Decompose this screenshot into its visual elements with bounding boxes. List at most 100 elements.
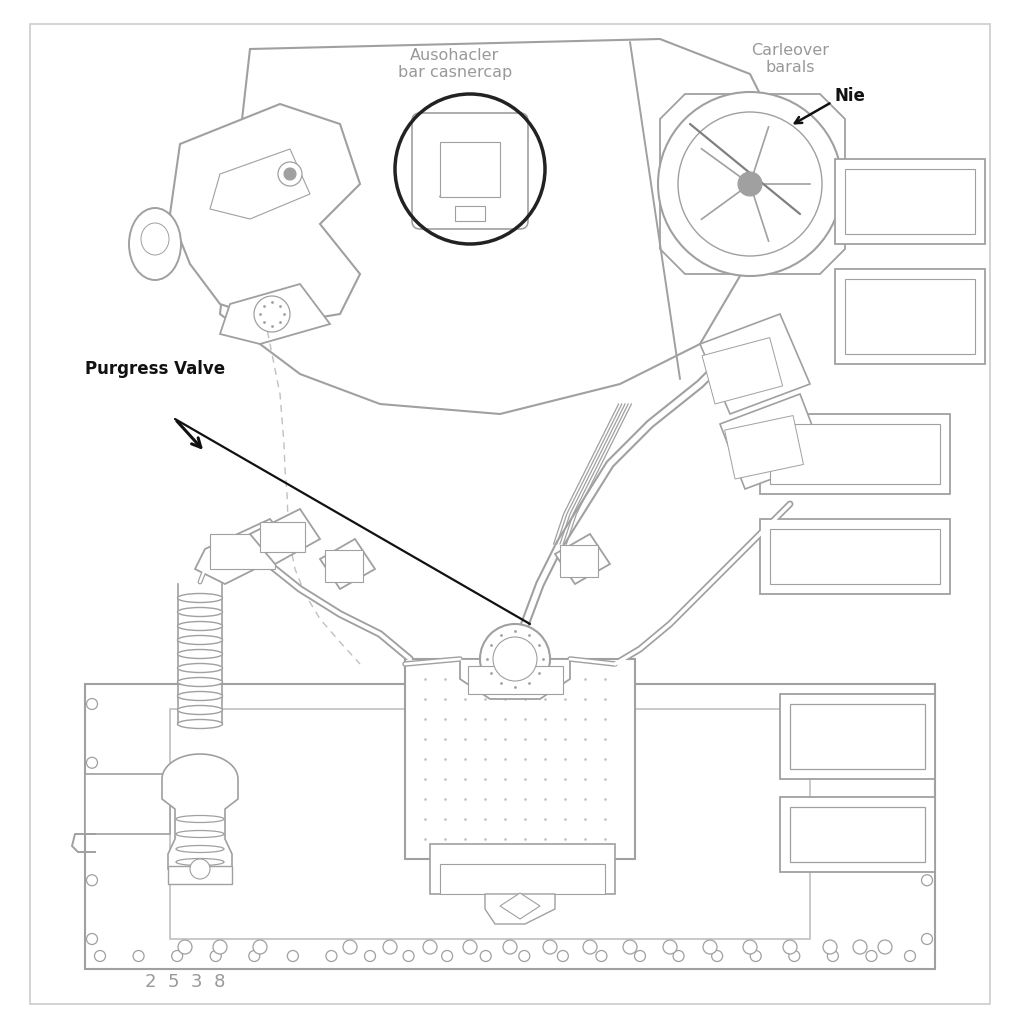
Circle shape [383, 940, 397, 954]
Circle shape [543, 940, 557, 954]
Circle shape [133, 950, 144, 962]
Bar [770, 529, 940, 584]
Bar [790, 807, 925, 862]
Text: 2  5  3  8: 2 5 3 8 [144, 973, 225, 991]
Bar [85, 684, 935, 969]
Circle shape [738, 172, 762, 196]
Ellipse shape [176, 858, 224, 865]
Circle shape [86, 698, 97, 710]
Circle shape [210, 950, 221, 962]
Bar [835, 269, 985, 364]
Bar [845, 279, 975, 354]
Circle shape [86, 874, 97, 886]
Circle shape [86, 758, 97, 768]
Ellipse shape [177, 607, 222, 616]
Ellipse shape [176, 815, 224, 822]
Bar [168, 866, 232, 884]
Polygon shape [195, 519, 290, 584]
Circle shape [86, 934, 97, 944]
Polygon shape [485, 894, 555, 924]
Ellipse shape [176, 846, 224, 853]
Circle shape [326, 950, 337, 962]
Circle shape [658, 92, 842, 276]
Bar [468, 666, 563, 694]
Circle shape [503, 940, 517, 954]
Circle shape [365, 950, 376, 962]
Circle shape [213, 940, 227, 954]
Ellipse shape [177, 678, 222, 686]
Polygon shape [555, 534, 610, 584]
Circle shape [788, 950, 800, 962]
Bar [780, 694, 935, 779]
Polygon shape [700, 314, 810, 414]
Polygon shape [170, 104, 360, 324]
Circle shape [922, 758, 933, 768]
Polygon shape [660, 94, 845, 274]
Polygon shape [460, 659, 570, 699]
Circle shape [284, 168, 296, 180]
Bar [770, 424, 940, 484]
Circle shape [480, 950, 492, 962]
Circle shape [712, 950, 723, 962]
Circle shape [480, 624, 550, 694]
Circle shape [635, 950, 645, 962]
Circle shape [853, 940, 867, 954]
Circle shape [249, 950, 260, 962]
Circle shape [94, 950, 105, 962]
Ellipse shape [141, 223, 169, 255]
Circle shape [557, 950, 568, 962]
Bar [760, 519, 950, 594]
Circle shape [596, 950, 607, 962]
Bar [440, 142, 500, 197]
Bar [835, 159, 985, 244]
Circle shape [673, 950, 684, 962]
Circle shape [519, 950, 529, 962]
Circle shape [703, 940, 717, 954]
Circle shape [922, 934, 933, 944]
Polygon shape [319, 539, 375, 589]
Circle shape [583, 940, 597, 954]
Circle shape [678, 112, 822, 256]
Polygon shape [220, 284, 330, 344]
Circle shape [663, 940, 677, 954]
Bar [725, 416, 804, 479]
Circle shape [493, 637, 537, 681]
Text: Nie: Nie [835, 87, 866, 105]
Polygon shape [162, 754, 238, 869]
Text: Bagar: Bagar [423, 705, 477, 723]
Circle shape [343, 940, 357, 954]
Bar [440, 864, 605, 894]
Bar [406, 659, 635, 859]
Polygon shape [720, 394, 825, 489]
Circle shape [254, 296, 290, 332]
Circle shape [922, 816, 933, 827]
Circle shape [878, 940, 892, 954]
Bar [760, 414, 950, 494]
Circle shape [743, 940, 757, 954]
Polygon shape [220, 39, 800, 414]
Circle shape [190, 859, 210, 879]
Bar [260, 522, 305, 552]
Text: Ausohacler
bar casnercap: Ausohacler bar casnercap [398, 48, 512, 80]
Ellipse shape [177, 649, 222, 658]
Ellipse shape [177, 594, 222, 602]
Bar [780, 797, 935, 872]
Circle shape [253, 940, 267, 954]
Bar [702, 338, 782, 404]
Bar [845, 169, 975, 234]
Circle shape [904, 950, 915, 962]
Bar [560, 545, 598, 577]
Circle shape [403, 950, 414, 962]
Ellipse shape [177, 622, 222, 631]
Ellipse shape [129, 208, 181, 280]
Bar [170, 709, 810, 939]
Bar [455, 206, 485, 221]
Circle shape [751, 950, 761, 962]
FancyBboxPatch shape [412, 113, 528, 229]
Circle shape [86, 816, 97, 827]
Circle shape [827, 950, 839, 962]
Ellipse shape [177, 706, 222, 715]
Polygon shape [250, 509, 319, 564]
FancyArrowPatch shape [439, 176, 501, 197]
Circle shape [623, 940, 637, 954]
